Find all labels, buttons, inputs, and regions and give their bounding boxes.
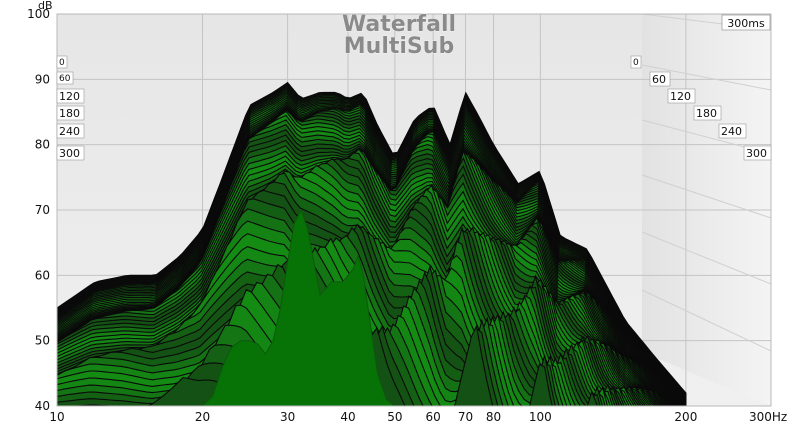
x-tick-label: 70	[458, 410, 473, 424]
x-tick-label: 40	[340, 410, 355, 424]
time-label-box	[56, 55, 68, 69]
y-tick-label: 90	[35, 72, 50, 86]
y-tick-label: 80	[35, 138, 50, 152]
time-axis-right-label: 0	[633, 58, 639, 68]
time-axis-right-label: 300	[746, 147, 767, 160]
y-tick-label: 50	[35, 334, 50, 348]
x-tick-label: 60	[425, 410, 440, 424]
time-axis-left-label: 300	[59, 147, 80, 160]
plot-border	[56, 13, 772, 407]
time-label-box	[56, 123, 85, 139]
time-label-box	[718, 123, 747, 139]
time-indicator-box	[721, 14, 771, 31]
time-gridline	[641, 231, 772, 285]
x-tick-label: 20	[195, 410, 210, 424]
time-axis-left-label: 120	[59, 90, 80, 103]
time-label-box	[693, 105, 722, 121]
time-gridline	[641, 289, 772, 352]
x-tick-label: 10	[49, 410, 64, 424]
time-axis-left-label: 180	[59, 107, 80, 120]
time-axis-labels: 0 60 120 180 240 300 0 60 120 180 240 300	[56, 55, 772, 161]
time-label-box	[56, 71, 74, 85]
x-tick-label: 80	[486, 410, 501, 424]
waterfall-layers	[57, 81, 687, 406]
time-label-box	[56, 105, 85, 121]
axis-ticks: 10 20 30 40 50 60 70 80 100 200 300Hz 40 50 60 70 80 90 1…	[27, 7, 787, 424]
x-tick-label: 200	[674, 410, 697, 424]
time-axis-left-label: 0	[59, 58, 65, 68]
time-axis-right-label: 60	[652, 73, 666, 86]
y-axis-unit: dB	[38, 0, 53, 12]
y-tick-label: 100	[27, 7, 50, 21]
y-tick-label: 40	[35, 399, 50, 413]
time-indicator: 300ms	[727, 17, 765, 30]
time-gridline	[641, 64, 772, 91]
y-tick-label: 70	[35, 203, 50, 217]
time-axis-left-label: 240	[59, 125, 80, 138]
time-axis-right-label: 120	[670, 90, 691, 103]
chart-subtitle: MultiSub	[344, 34, 454, 59]
time-gridline	[641, 174, 772, 219]
time-axis-right-label: 240	[721, 125, 742, 138]
y-tick-label: 60	[35, 268, 50, 282]
time-label-box	[649, 71, 671, 87]
time-label-box	[667, 88, 696, 104]
front-slice	[202, 208, 396, 406]
time-axis-right-label: 180	[696, 107, 717, 120]
chart-title: Waterfall	[342, 12, 456, 37]
time-label-box	[56, 88, 85, 104]
time-label-box	[56, 145, 85, 161]
time-axis-left-label: 60	[59, 74, 71, 84]
time-label-box	[743, 145, 772, 161]
time-label-box	[630, 55, 642, 69]
x-tick-label: 30	[280, 410, 295, 424]
x-tick-label: 300Hz	[749, 410, 787, 424]
x-tick-label: 100	[529, 410, 552, 424]
x-tick-label: 50	[387, 410, 402, 424]
